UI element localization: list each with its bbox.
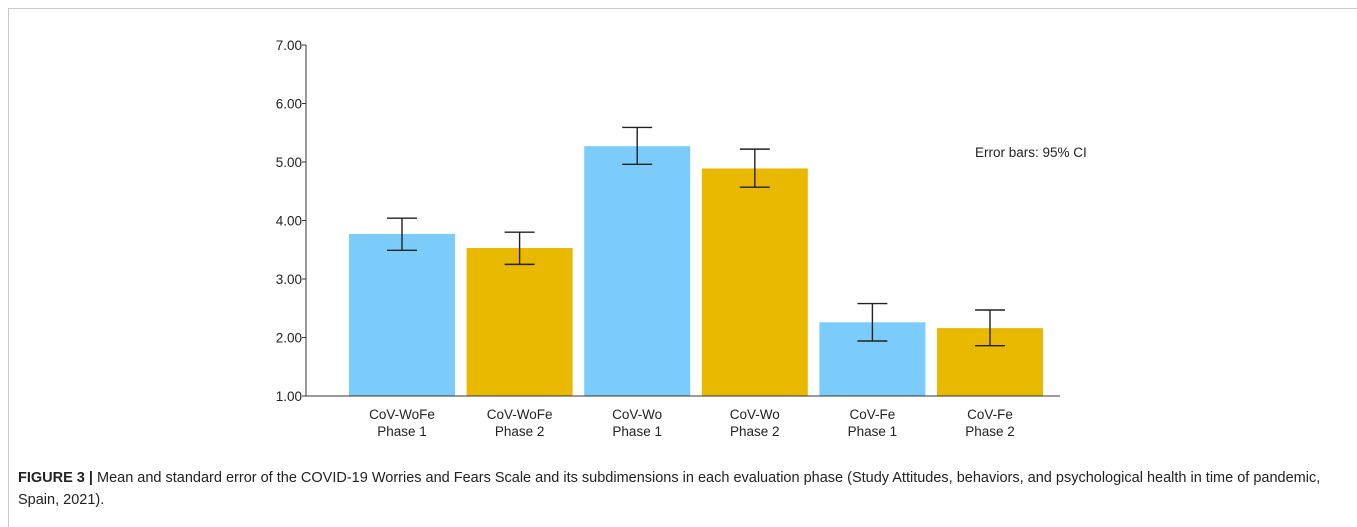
y-tick-label: 7.00 (276, 38, 302, 53)
bar (701, 168, 808, 396)
x-tick-label: CoV-WoFe (369, 407, 435, 422)
x-tick-label: CoV-Wo (730, 407, 780, 422)
figure-frame (8, 8, 1357, 527)
y-tick-label: 5.00 (276, 155, 302, 170)
bar (466, 247, 573, 396)
y-tick-label: 4.00 (276, 214, 302, 229)
x-tick-label: Phase 1 (848, 424, 898, 439)
x-tick-label: CoV-Fe (850, 407, 896, 422)
x-tick-label: Phase 2 (730, 424, 780, 439)
caption-text: Mean and standard error of the COVID-19 … (18, 470, 1321, 508)
x-tick-label: CoV-WoFe (487, 407, 553, 422)
x-tick-label: Phase 1 (612, 424, 662, 439)
x-axis: CoV-WoFe Phase 1 CoV-WoFe Phase 2 CoV-Wo Phas… (306, 395, 1060, 439)
x-tick-label: CoV-Wo (612, 407, 662, 422)
bar (349, 233, 455, 396)
error-bars-group (387, 126, 1005, 347)
y-axis: 1.00 2.00 3.00 4.00 5.00 6.00 7.00 (276, 38, 307, 404)
y-tick-label: 3.00 (276, 272, 302, 287)
figure-caption: FIGURE 3 | Mean and standard error of th… (18, 467, 1338, 511)
x-tick-label: Phase 2 (965, 424, 1015, 439)
error-bars-annotation: Error bars: 95% CI (975, 145, 1087, 160)
y-tick-label: 1.00 (276, 389, 302, 404)
x-tick-label: Phase 2 (495, 424, 545, 439)
figure-label: FIGURE 3 | (18, 470, 93, 486)
y-tick-label: 6.00 (276, 97, 302, 112)
x-tick-label: CoV-Fe (967, 407, 1013, 422)
bars-group (349, 146, 1043, 396)
bar (584, 146, 691, 396)
bar-chart: 1.00 2.00 3.00 4.00 5.00 6.00 7.00 CoV-WoFe Pha… (276, 38, 1087, 439)
y-tick-label: 2.00 (276, 331, 302, 346)
x-tick-label: Phase 1 (377, 424, 427, 439)
